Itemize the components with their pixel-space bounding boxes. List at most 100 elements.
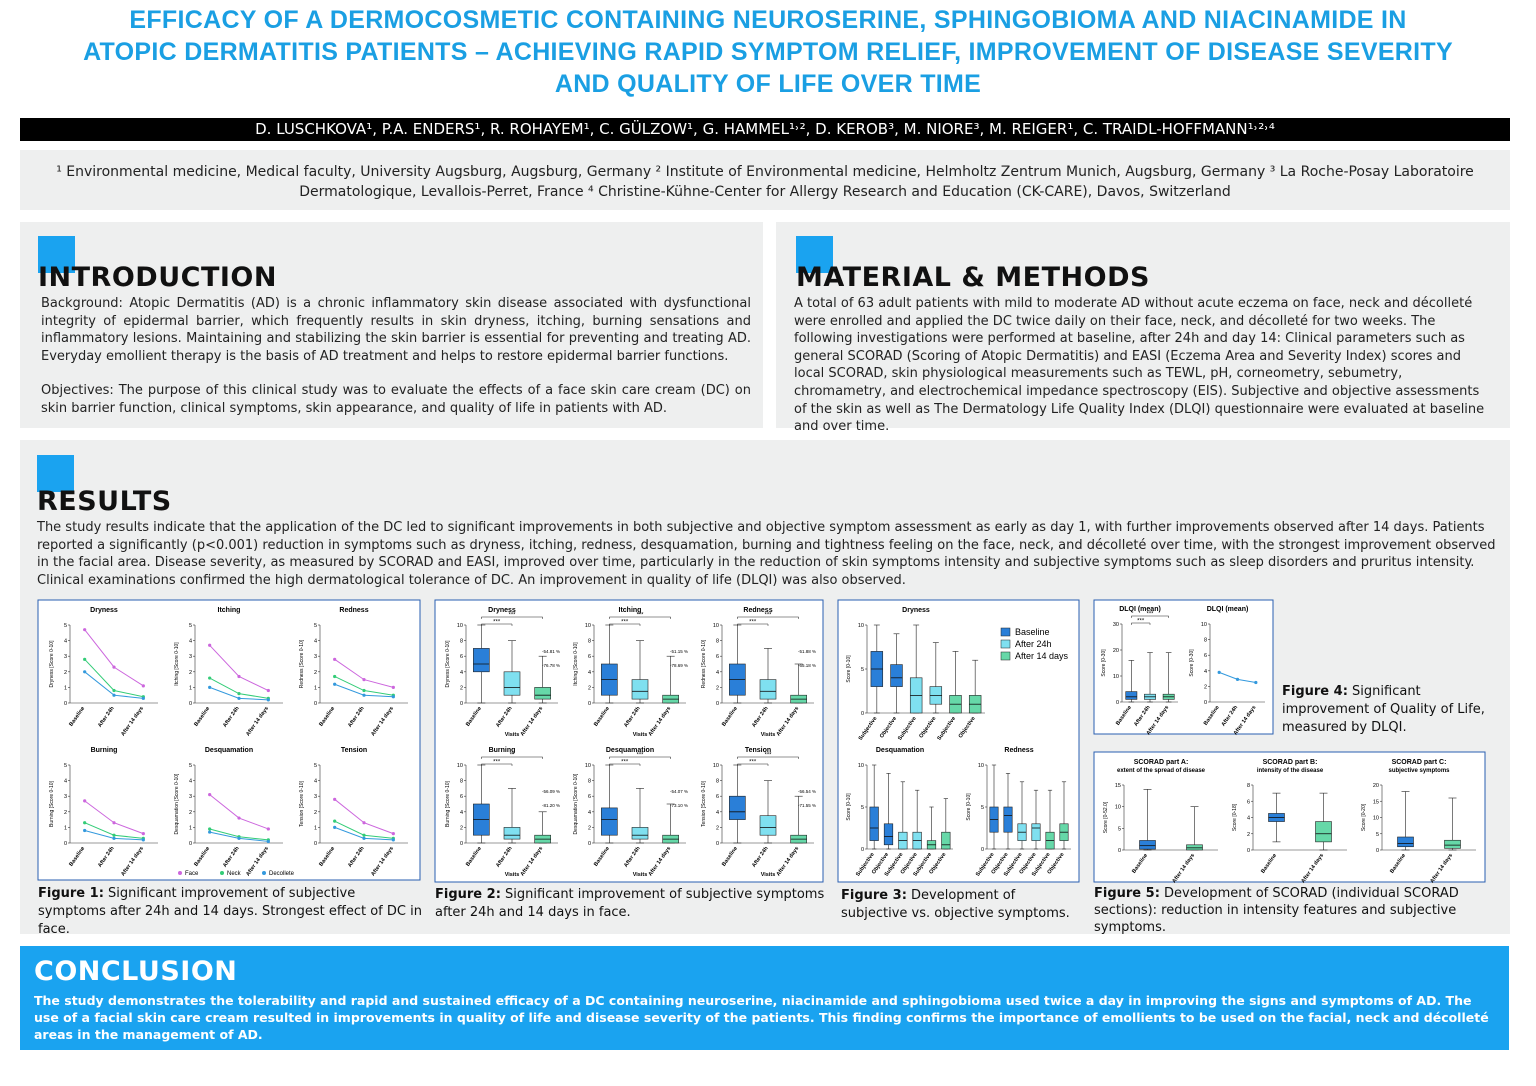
point	[208, 643, 212, 647]
y-tick-label: 0	[1247, 848, 1250, 854]
y-tick-label: 0	[460, 701, 463, 707]
panel-title: DLQI (mean)	[1207, 606, 1249, 613]
x-axis-label: Visits	[761, 872, 776, 878]
legend-label: Face	[185, 871, 199, 877]
y-axis-label: Desquamation [Score 0-10]	[573, 773, 579, 834]
significance-bracket	[481, 763, 513, 766]
y-tick-label: 8	[460, 779, 463, 785]
panel-title: SCORAD part C:	[1392, 759, 1447, 766]
significance-label: ***	[621, 760, 629, 766]
y-tick-label: 8	[716, 639, 719, 645]
significance-label: ***	[764, 613, 772, 619]
box	[1397, 836, 1414, 848]
y-tick-label: 5	[1376, 832, 1379, 838]
legend-marker	[262, 871, 266, 875]
paragraph: Background: Atopic Dermatitis (AD) is a …	[41, 296, 751, 364]
y-tick-label: 0	[588, 841, 591, 847]
significance-label: ***	[636, 613, 644, 619]
y-tick-label: 5	[861, 667, 864, 673]
point	[83, 828, 87, 833]
point	[266, 698, 270, 702]
box	[534, 687, 551, 700]
point	[83, 628, 87, 632]
point	[391, 685, 395, 690]
y-tick-label: 2	[588, 825, 591, 831]
y-tick-label: 5	[1118, 826, 1121, 832]
panel-title: Burning	[489, 747, 516, 754]
box	[883, 823, 894, 846]
y-tick-label: 6	[460, 794, 463, 800]
point	[333, 825, 337, 830]
point	[208, 676, 212, 680]
y-tick-label: 0	[64, 701, 67, 707]
legend-label: After 14 days	[1015, 651, 1069, 661]
y-tick-label: 5	[314, 623, 317, 629]
y-tick-label: 15	[1115, 783, 1121, 789]
point	[208, 685, 212, 690]
point	[237, 696, 241, 700]
x-axis-label: Visits	[505, 872, 520, 878]
section-heading: CONCLUSION	[34, 956, 238, 987]
section-heading: MATERIAL & METHODS	[796, 262, 1150, 293]
paragraph: The study demonstrates the tolerability …	[34, 993, 1489, 1042]
point	[208, 830, 212, 834]
annotation: -51.15 %	[670, 649, 688, 654]
y-tick-label: 0	[716, 701, 719, 707]
box	[759, 815, 777, 836]
panel-title: Tension	[745, 747, 771, 754]
annotation: -54.07 %	[670, 789, 688, 794]
y-tick-label: 8	[460, 639, 463, 645]
annotation: -78.69 %	[670, 663, 688, 668]
point	[237, 692, 241, 696]
y-axis-label: Score [0-30]	[1101, 649, 1107, 677]
point	[141, 696, 145, 700]
point	[266, 839, 270, 844]
y-tick-label: 4	[716, 810, 719, 816]
x-axis-label: Visits	[505, 732, 520, 738]
significance-label: ***	[508, 613, 516, 619]
y-tick-label: 4	[189, 639, 192, 645]
y-tick-label: 5	[314, 763, 317, 769]
y-tick-label: 5	[861, 805, 864, 811]
figure-caption: Figure 2: Significant improvement of sub…	[435, 886, 825, 922]
x-axis-label: Visits	[633, 872, 648, 878]
y-tick-label: 15	[1373, 799, 1379, 805]
y-tick-label: 4	[64, 639, 67, 645]
point	[83, 657, 87, 661]
point	[237, 836, 241, 840]
panel-title: Itching	[218, 607, 241, 614]
caption-label: Figure 2:	[435, 887, 501, 902]
legend-marker	[220, 871, 224, 875]
y-tick-label: 0	[1118, 848, 1121, 854]
point	[83, 799, 87, 803]
significance-label: ***	[1137, 619, 1145, 625]
point	[112, 833, 116, 837]
y-tick-label: 4	[314, 639, 317, 645]
y-tick-label: 8	[588, 779, 591, 785]
y-axis-label: Score [0-18]	[1232, 803, 1238, 831]
title-line: ATOPIC DERMATITIS PATIENTS – ACHIEVING R…	[83, 38, 1453, 66]
box	[1003, 806, 1013, 833]
box	[631, 827, 649, 840]
point	[141, 684, 145, 688]
y-tick-label: 5	[189, 763, 192, 769]
y-tick-label: 2	[588, 685, 591, 691]
y-tick-label: 1	[314, 685, 317, 691]
y-axis-label: Score [0-20]	[1361, 803, 1367, 831]
box	[890, 664, 903, 687]
y-tick-label: 10	[713, 763, 719, 769]
significance-bracket	[609, 756, 671, 759]
point	[391, 838, 395, 842]
y-tick-label: 6	[716, 654, 719, 660]
point	[266, 688, 270, 693]
y-tick-label: 2	[716, 825, 719, 831]
figure-caption: Figure 5: Development of SCORAD (individ…	[1094, 885, 1494, 936]
panel-title: Burning	[91, 747, 118, 754]
y-tick-label: 0	[1376, 848, 1379, 854]
panel-title: SCORAD part A:	[1134, 759, 1189, 766]
significance-bracket	[737, 756, 799, 759]
y-tick-label: 5	[981, 805, 984, 811]
y-tick-label: 6	[588, 794, 591, 800]
intro-panel	[20, 222, 763, 428]
